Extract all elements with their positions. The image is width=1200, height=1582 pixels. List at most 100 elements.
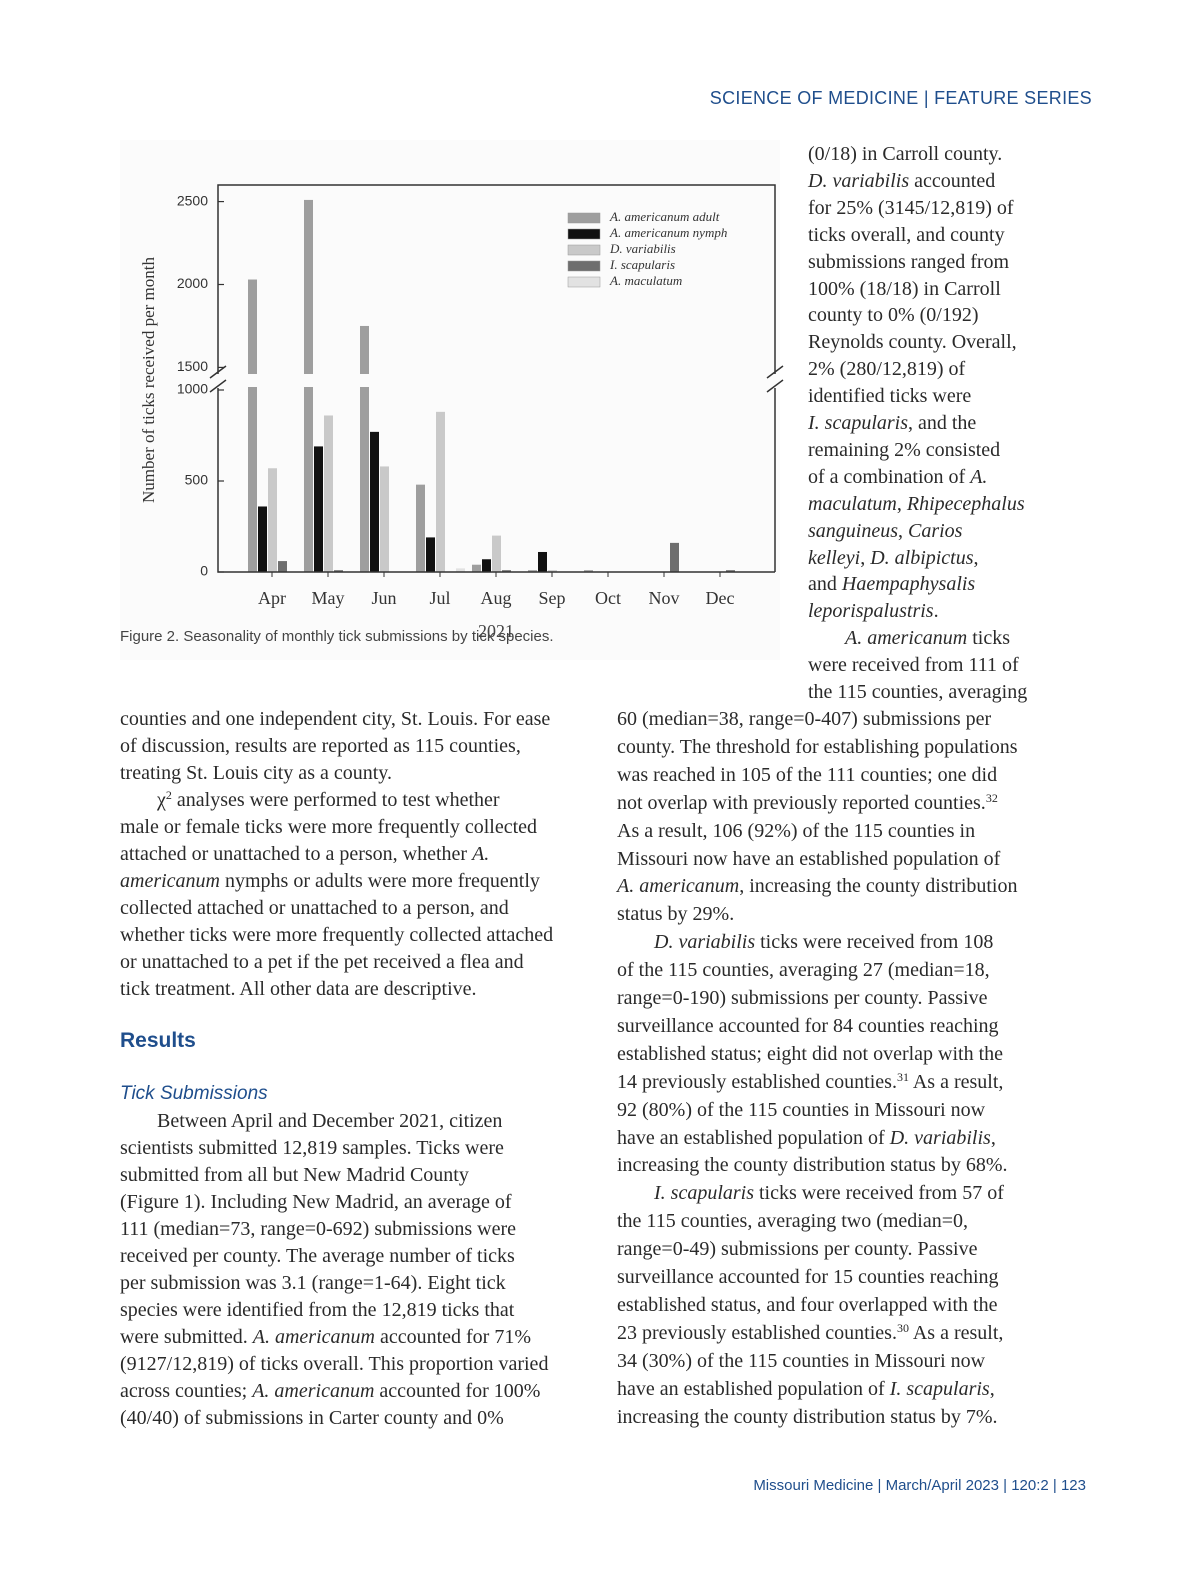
text-line: A. americanum ticks xyxy=(845,625,1010,652)
bar xyxy=(482,559,491,572)
text-line: tick treatment. All other data are descr… xyxy=(120,978,477,1000)
text-line: 2% (280/12,819) of xyxy=(808,358,966,381)
text-run: , xyxy=(896,492,907,515)
legend-label: D. variabilis xyxy=(609,241,676,256)
text-line: maculatum, Rhipecephalus xyxy=(808,491,1025,518)
text-line: A. americanum, increasing the county dis… xyxy=(617,873,1017,900)
bar xyxy=(472,564,481,572)
bar xyxy=(426,537,435,572)
legend-label: A. americanum nymph xyxy=(609,225,727,240)
text-run: nymphs or adults were more frequently xyxy=(219,870,540,892)
text-run: 14 previously established counties. xyxy=(617,1070,897,1093)
italic-run: A. xyxy=(970,465,988,488)
x-tick-label: Sep xyxy=(539,588,566,608)
text-line: status by 29%. xyxy=(617,903,735,926)
bar xyxy=(314,446,323,572)
bar xyxy=(248,279,257,572)
bar xyxy=(492,535,501,572)
bar xyxy=(370,431,379,572)
legend-label: A. maculatum xyxy=(609,273,682,288)
text-line: attached or unattached to a person, whet… xyxy=(120,841,489,868)
text-run: of a combination of xyxy=(808,465,971,488)
text-run: , xyxy=(973,546,979,569)
chart: 0 500 1000 1500 2000 2500 Apr May Jun Jul Aug Sep Oc… xyxy=(120,140,784,660)
italic-run: leporispalustris xyxy=(808,600,934,623)
text-line: across counties; A. americanum accounted… xyxy=(120,1378,540,1405)
text-run: ticks xyxy=(967,627,1010,650)
text-line: established status; eight did not overla… xyxy=(617,1042,1004,1065)
bar xyxy=(436,411,445,572)
italic-run: D. variabilis xyxy=(889,1126,991,1149)
bar xyxy=(502,570,511,572)
text-run: . xyxy=(933,600,939,623)
bar xyxy=(538,551,547,572)
text-line: 34 (30%) of the 115 counties in Missouri… xyxy=(617,1349,986,1372)
legend-swatch xyxy=(567,244,601,256)
text-line: male or female ticks were more frequentl… xyxy=(120,816,538,838)
text-run: , increasing the county distribution xyxy=(739,875,1018,898)
text-line: 60 (median=38, range=0-407) submissions … xyxy=(617,708,992,730)
italic-run: D. variabilis xyxy=(654,931,756,954)
text-run: have an established population of xyxy=(617,1126,890,1149)
text-line: not overlap with previously reported cou… xyxy=(617,790,998,817)
x-tick-label: May xyxy=(312,588,345,608)
text-line: kelleyi, D. albipictus, xyxy=(808,545,979,572)
x-tick-label: Jul xyxy=(429,588,450,608)
text-line: ticks overall, and county xyxy=(808,223,1005,246)
bar xyxy=(360,325,369,572)
text-line: the 115 counties, averaging two (median=… xyxy=(617,1210,968,1233)
y-tick-label: 1000 xyxy=(177,381,208,397)
bar xyxy=(258,506,267,572)
text-line: counties and one independent city, St. L… xyxy=(120,708,551,730)
italic-run: A. americanum xyxy=(617,875,740,898)
superscript: 30 xyxy=(896,1320,909,1335)
text-line: remaining 2% consisted xyxy=(808,438,1001,461)
text-line: D. variabilis ticks were received from 1… xyxy=(654,929,993,956)
text-line: (0/18) in Carroll county. xyxy=(808,143,1003,165)
text-line: increasing the county distribution statu… xyxy=(617,1154,1008,1177)
italic-run: maculatum xyxy=(808,492,897,515)
text-line: of discussion, results are reported as 1… xyxy=(120,735,521,757)
text-line: range=0-190) submissions per county. Pas… xyxy=(617,987,988,1009)
figure-background xyxy=(120,140,780,660)
x-tick-label: Oct xyxy=(595,588,621,608)
bar xyxy=(528,570,537,572)
bar xyxy=(584,570,593,572)
x-tick-label: Apr xyxy=(258,588,286,608)
text-line: surveillance accounted for 15 counties r… xyxy=(617,1266,999,1288)
text-run: across counties; xyxy=(120,1380,253,1402)
bar xyxy=(268,468,277,572)
y-tick-label: 2500 xyxy=(177,192,208,208)
text-line: scientists submitted 12,819 samples. Tic… xyxy=(120,1137,504,1159)
text-line: have an established population of I. sca… xyxy=(617,1376,995,1403)
superscript: 2 xyxy=(165,788,172,802)
text-line: of the 115 counties, averaging 27 (media… xyxy=(617,959,990,982)
italic-run: Haempaphysalis xyxy=(841,573,976,596)
text-line: I. scapularis, and the xyxy=(808,410,976,437)
text-run: accounted xyxy=(909,169,996,192)
text-line: 92 (80%) of the 115 counties in Missouri… xyxy=(617,1098,986,1121)
superscript: 31 xyxy=(896,1069,909,1084)
legend-swatch xyxy=(567,228,601,240)
text-run: 23 previously established counties. xyxy=(617,1321,897,1344)
legend-swatch xyxy=(567,212,601,224)
text-line: and Haempaphysalis xyxy=(808,571,975,598)
text-run: , xyxy=(898,519,908,542)
text-run: ticks were received from 108 xyxy=(755,931,994,954)
italic-run: I. scapularis xyxy=(654,1182,754,1205)
legend-swatch xyxy=(567,276,601,288)
text-line: Between April and December 2021, citizen xyxy=(157,1110,503,1132)
text-line: increasing the county distribution statu… xyxy=(617,1405,998,1428)
italic-run: Rhipecephalus xyxy=(906,492,1025,515)
y-tick-label: 1500 xyxy=(177,358,208,374)
text-line: whether ticks were more frequently colle… xyxy=(120,924,554,946)
text-line: Missouri now have an established populat… xyxy=(617,847,1001,870)
y-tick-label: 0 xyxy=(200,563,208,579)
text-line: americanum nymphs or adults were more fr… xyxy=(120,868,540,895)
legend-swatch xyxy=(567,260,601,272)
text-run: χ xyxy=(157,789,166,811)
text-line: (40/40) of submissions in Carter county … xyxy=(120,1407,504,1429)
text-run: As a result, xyxy=(908,1070,1004,1093)
text-run: As a result, xyxy=(908,1321,1004,1344)
text-line: collected attached or unattached to a pe… xyxy=(120,897,509,919)
